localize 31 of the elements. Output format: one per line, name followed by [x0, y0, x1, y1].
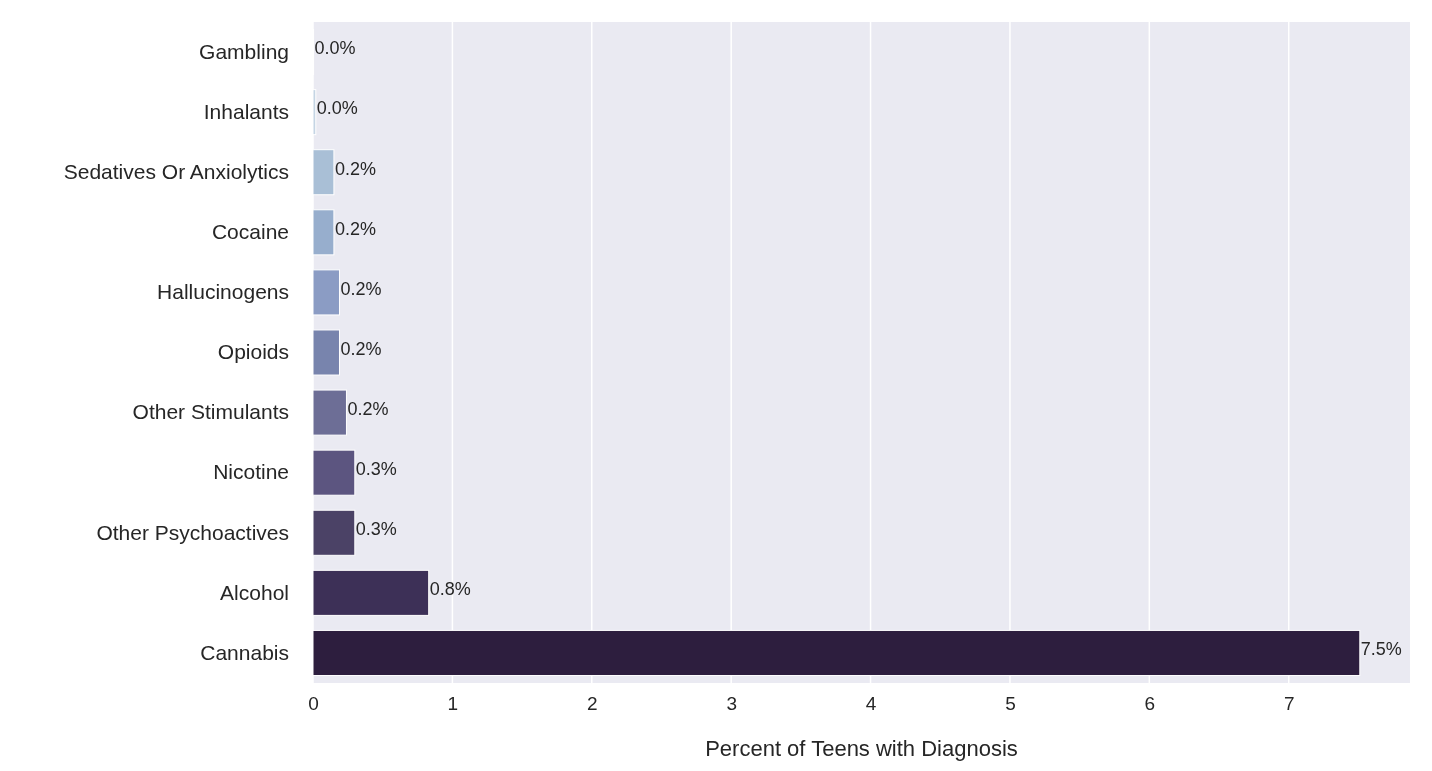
y-tick-label: Other Stimulants [132, 400, 289, 424]
y-tick-label: Hallucinogens [157, 280, 289, 304]
x-axis-title: Percent of Teens with Diagnosis [705, 736, 1018, 761]
data-label: 0.2% [340, 278, 382, 299]
x-tick-label: 0 [308, 693, 319, 715]
y-tick-label: Inhalants [203, 99, 289, 123]
y-tick-label: Opioids [217, 340, 289, 364]
y-tick-label: Gambling [199, 39, 289, 63]
data-label: 0.2% [347, 398, 389, 419]
y-tick-label: Alcohol [220, 580, 289, 604]
x-tick-label: 1 [447, 693, 459, 715]
y-tick-label: Nicotine [213, 460, 289, 484]
x-tick-label: 5 [1005, 693, 1016, 715]
data-label: 0.3% [355, 519, 397, 540]
data-label: 0.2% [340, 338, 382, 359]
y-tick-label: Cocaine [211, 220, 289, 244]
x-tick-label: 4 [865, 693, 877, 715]
y-tick-label: Other Psychoactives [96, 520, 289, 544]
data-label: 0.2% [334, 218, 376, 239]
x-tick-label: 7 [1283, 693, 1295, 715]
data-label: 0.3% [355, 458, 397, 479]
data-label: 0.0% [316, 98, 358, 119]
y-tick-label: Cannabis [200, 640, 289, 664]
y-tick-label: Sedatives Or Anxiolytics [63, 159, 289, 183]
x-tick-label: 3 [726, 693, 737, 715]
data-label: 0.0% [314, 38, 356, 59]
data-label: 7.5% [1360, 639, 1402, 660]
data-label: 0.8% [429, 579, 471, 600]
x-tick-label: 2 [586, 693, 598, 715]
x-tick-label: 6 [1144, 693, 1156, 715]
data-label: 0.2% [334, 158, 376, 179]
